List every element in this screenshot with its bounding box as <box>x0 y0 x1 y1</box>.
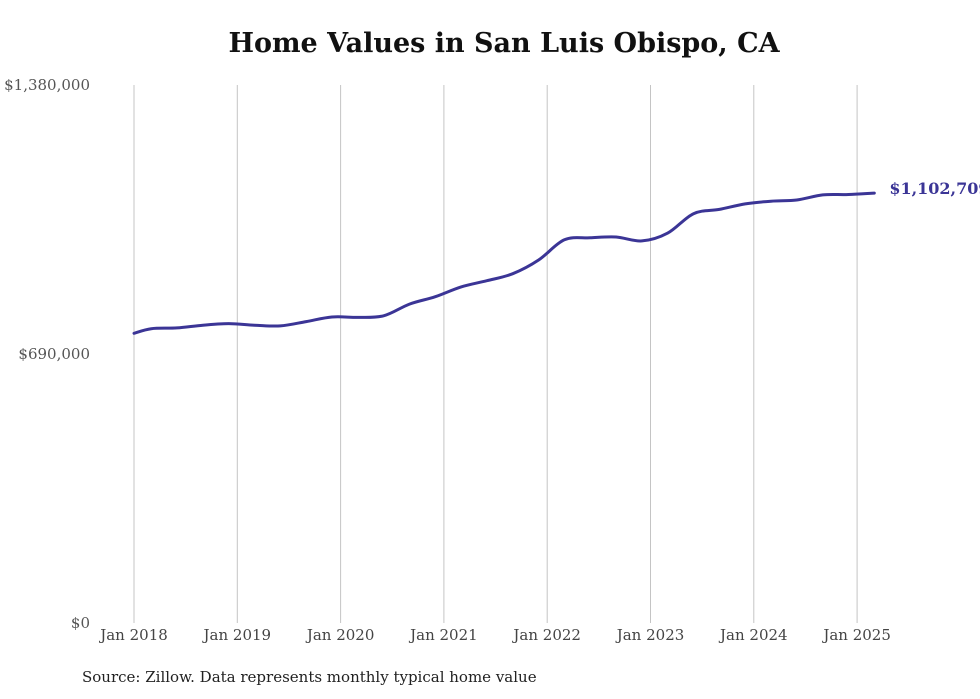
x-tick-label: Jan 2018 <box>98 626 168 644</box>
series-home-values <box>132 191 876 335</box>
x-tick-label: Jan 2024 <box>718 626 788 644</box>
y-tick-label: $1,380,000 <box>4 76 90 94</box>
chart-title: Home Values in San Luis Obispo, CA <box>228 28 780 59</box>
x-tick-label: Jan 2022 <box>511 626 581 644</box>
x-axis-labels: Jan 2018 Jan 2019 Jan 2020 Jan 2021 Jan 2022… <box>98 626 891 644</box>
vertical-gridlines <box>133 85 858 623</box>
end-value-label: $1,102,709 <box>889 179 980 198</box>
x-tick-label: Jan 2023 <box>615 626 685 644</box>
x-tick-label: Jan 2021 <box>408 626 478 644</box>
series-line <box>132 191 876 335</box>
x-tick-label: Jan 2019 <box>202 626 272 644</box>
y-tick-label: $690,000 <box>18 345 90 363</box>
end-value-label-group: $1,102,709 <box>889 179 980 198</box>
chart-source-note: Source: Zillow. Data represents monthly … <box>82 668 537 686</box>
y-tick-label: $0 <box>71 614 90 632</box>
x-tick-label: Jan 2020 <box>305 626 375 644</box>
x-tick-label: Jan 2025 <box>821 626 891 644</box>
y-axis-labels: $0 $690,000 $1,380,000 <box>4 76 90 632</box>
